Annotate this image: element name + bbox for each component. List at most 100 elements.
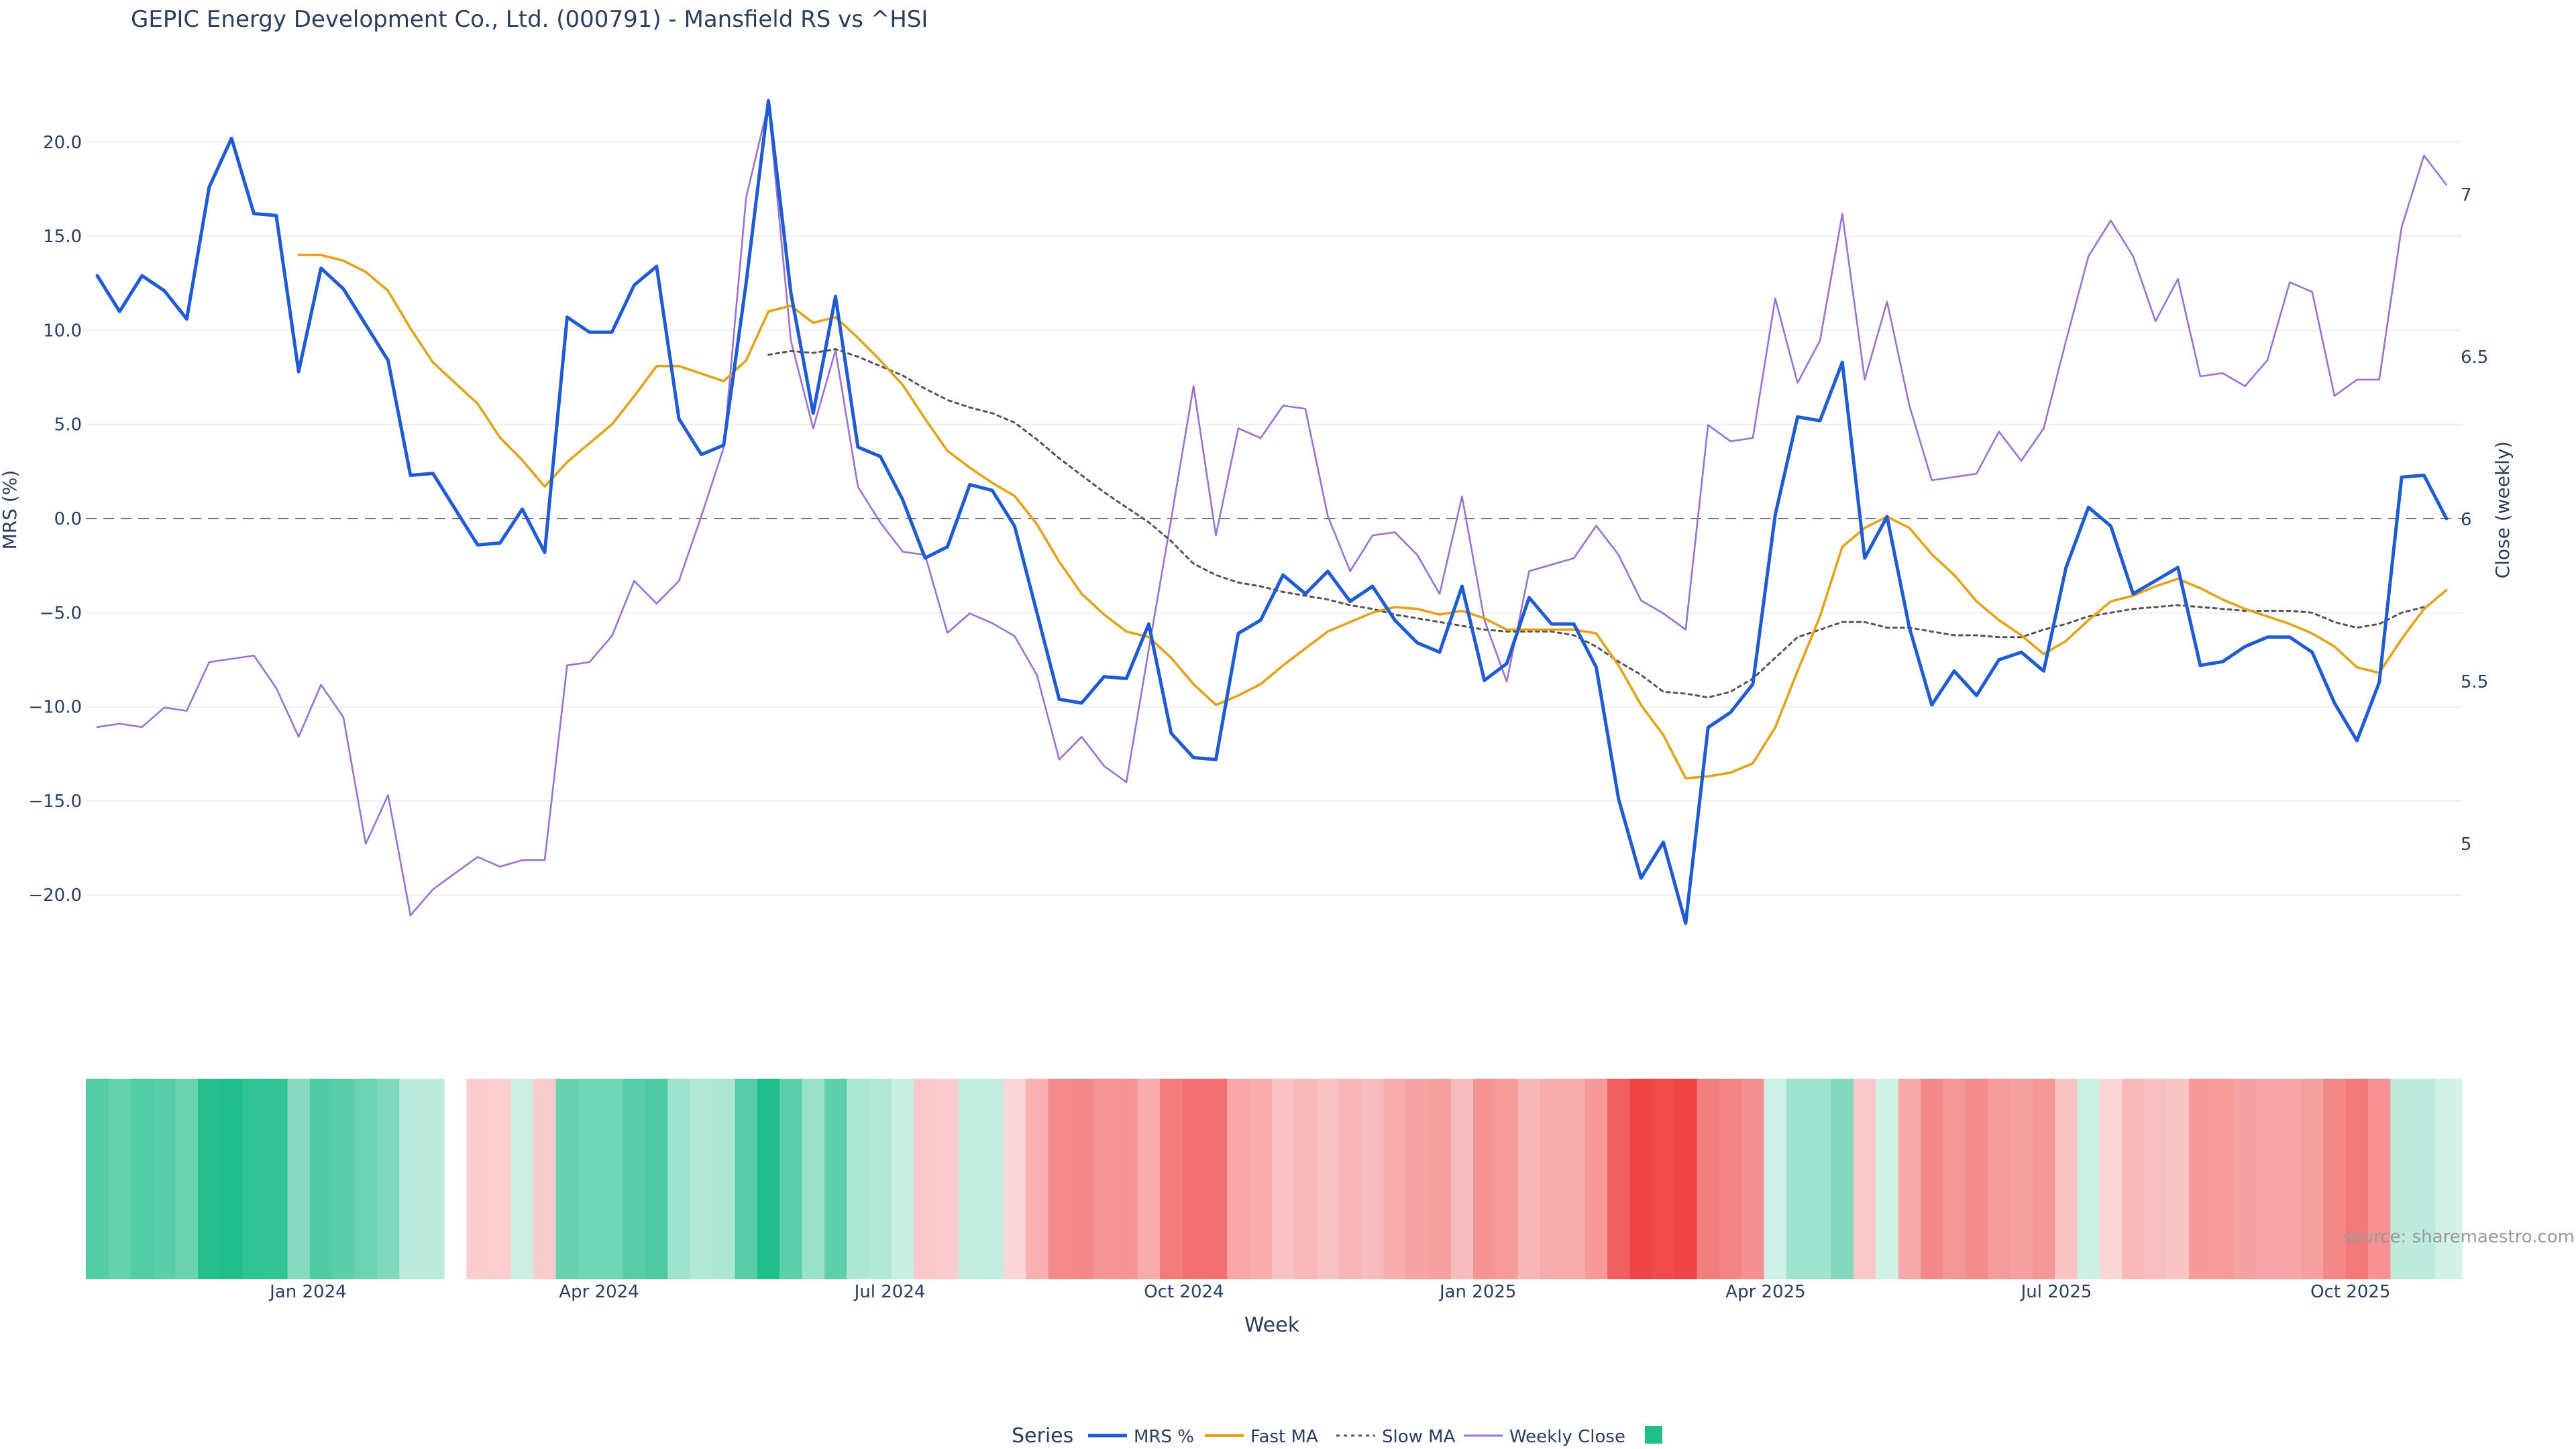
heatmap-cell (1227, 1079, 1250, 1279)
heatmap-cell (1338, 1079, 1362, 1279)
legend-label: Slow MA (1382, 1427, 1456, 1447)
heatmap-cell (2189, 1079, 2212, 1279)
heatmap-cell (802, 1079, 825, 1279)
heatmap-cell (2323, 1079, 2347, 1279)
heatmap-cell (600, 1079, 624, 1279)
heatmap-cell (2099, 1079, 2123, 1279)
heatmap-cell (332, 1079, 356, 1279)
heatmap-cell (869, 1079, 892, 1279)
heatmap-cell (623, 1079, 646, 1279)
source-annotation: source: sharemaestro.com (2343, 1227, 2575, 1247)
heatmap-cell (824, 1079, 847, 1279)
x-tick-label: Oct 2025 (2310, 1282, 2390, 1302)
x-tick-label: Jan 2024 (268, 1282, 347, 1302)
heatmap-cell (488, 1079, 512, 1279)
heatmap-cell (2077, 1079, 2100, 1279)
heatmap-cell (108, 1079, 131, 1279)
series-line-fast-ma (297, 254, 2448, 780)
heatmap-cell (555, 1079, 579, 1279)
heatmap-cell (2055, 1079, 2078, 1279)
left-tick-label: 15.0 (43, 227, 82, 247)
heatmap-cell (1540, 1079, 1564, 1279)
right-tick-label: 5 (2461, 835, 2472, 855)
heatmap-cell (914, 1079, 937, 1279)
heatmap-cell (2390, 1079, 2414, 1279)
heatmap-cell (354, 1079, 378, 1279)
heatmap-cell (1003, 1079, 1026, 1279)
left-axis-label: MRS (%) (0, 470, 21, 550)
chart-title: GEPIC Energy Development Co., Ltd. (0007… (131, 6, 928, 33)
x-tick-label: Jul 2024 (853, 1282, 926, 1302)
right-tick-label: 7 (2461, 185, 2472, 205)
heatmap-cell (1741, 1079, 1765, 1279)
heatmap-cell (1831, 1079, 1854, 1279)
heatmap-cell (1719, 1079, 1742, 1279)
heatmap-cell (936, 1079, 959, 1279)
heatmap-cell (1517, 1079, 1541, 1279)
x-axis-label: Week (1244, 1313, 1300, 1337)
left-tick-label: −20.0 (28, 885, 82, 906)
legend-title: Series (1012, 1424, 1073, 1448)
heatmap-cell (2278, 1079, 2302, 1279)
right-tick-label: 6.5 (2461, 347, 2488, 368)
right-axis-label: Close (weekly) (2491, 441, 2514, 579)
left-tick-label: −15.0 (28, 792, 82, 812)
legend-label: Weekly Close (1509, 1427, 1625, 1447)
heatmap-cell (1115, 1079, 1138, 1279)
x-tick-label: Jan 2025 (1438, 1282, 1517, 1302)
heatmap-cell (198, 1079, 221, 1279)
heatmap-cell (757, 1079, 780, 1279)
heatmap-cell (645, 1079, 668, 1279)
heatmap-cell (533, 1079, 557, 1279)
heatmap-cell (2144, 1079, 2167, 1279)
heatmap-cell (2301, 1079, 2324, 1279)
right-tick-label: 5.5 (2461, 672, 2488, 692)
heatmap-cell (981, 1079, 1004, 1279)
heatmap-cell (690, 1079, 713, 1279)
heatmap-cell (1406, 1079, 1429, 1279)
heatmap-cell (2256, 1079, 2279, 1279)
heatmap-cell (287, 1079, 311, 1279)
heatmap-cell (2010, 1079, 2033, 1279)
mrs-heatmap-strip (86, 1079, 2463, 1279)
heatmap-cell (1809, 1079, 1832, 1279)
heatmap-cell (1764, 1079, 1787, 1279)
heatmap-cell (1316, 1079, 1340, 1279)
heatmap-cell (735, 1079, 758, 1279)
heatmap-cell (2211, 1079, 2235, 1279)
heatmap-cell (847, 1079, 870, 1279)
heatmap-cell (1943, 1079, 1966, 1279)
heatmap-cell (1786, 1079, 1809, 1279)
heatmap-cell (1607, 1079, 1631, 1279)
heatmap-cell (1383, 1079, 1407, 1279)
heatmap-cell (1182, 1079, 1205, 1279)
heatmap-cell (421, 1079, 445, 1279)
series-line-mrs (95, 99, 2449, 925)
heatmap-cell (86, 1079, 109, 1279)
heatmap-cell (1450, 1079, 1474, 1279)
right-axis-ticks: 5 5.5 6 6.5 7 (2461, 185, 2488, 855)
heatmap-cell (1965, 1079, 1988, 1279)
heatmap-cell (1652, 1079, 1675, 1279)
heatmap-cell (1921, 1079, 1943, 1279)
heatmap-cell (1585, 1079, 1608, 1279)
heatmap-cell (1361, 1079, 1385, 1279)
heatmap-cell (1271, 1079, 1295, 1279)
heatmap-cell (1629, 1079, 1653, 1279)
heatmap-cell (2412, 1079, 2436, 1279)
left-tick-label: 20.0 (43, 133, 82, 153)
left-tick-label: 10.0 (43, 321, 82, 341)
heatmap-cell (511, 1079, 534, 1279)
heatmap-cell (959, 1079, 981, 1279)
heatmap-cell (466, 1079, 490, 1279)
legend-label: MRS % (1134, 1427, 1194, 1447)
heatmap-cell (1495, 1079, 1519, 1279)
heatmap-cell (1048, 1079, 1071, 1279)
series-lines (95, 99, 2449, 925)
heatmap-cell (1898, 1079, 1921, 1279)
heatmap-cell (1473, 1079, 1496, 1279)
legend-label: Fast MA (1250, 1427, 1318, 1447)
heatmap-cell (2166, 1079, 2190, 1279)
x-tick-label: Oct 2024 (1144, 1282, 1224, 1302)
heatmap-cell (1137, 1079, 1161, 1279)
